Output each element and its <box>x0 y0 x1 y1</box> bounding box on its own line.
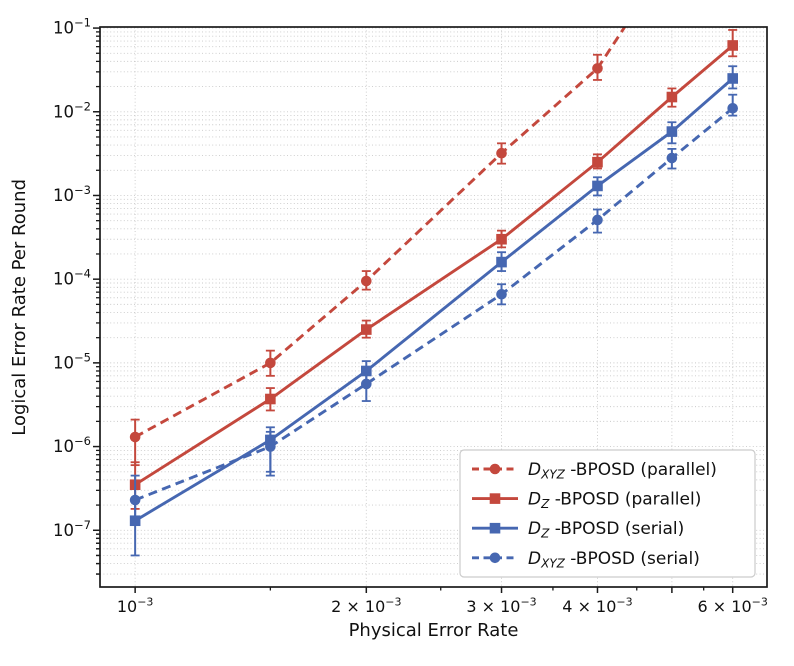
legend-label: DZ -BPOSD (parallel) <box>528 490 701 512</box>
data-point-square <box>666 91 678 103</box>
data-point-square <box>265 393 276 405</box>
series-blue-dashed <box>129 93 738 519</box>
data-point-circle <box>727 103 738 114</box>
plot-frame <box>99 26 768 588</box>
legend: DXYZ -BPOSD (parallel) DZ -BPOSD (paralle… <box>459 449 756 578</box>
data-point-square <box>361 365 372 377</box>
series-red-dashed <box>129 27 626 467</box>
data-point-square <box>496 256 507 268</box>
y-tick-label: 10−3 <box>53 183 91 205</box>
legend-marker <box>489 493 501 504</box>
legend-entry: DXYZ -BPOSD (serial) <box>472 549 700 571</box>
legend-marker <box>489 522 501 534</box>
legend-entry: DZ -BPOSD (serial) <box>472 519 684 541</box>
legend-entry: DZ -BPOSD (parallel) <box>472 490 701 512</box>
data-point-circle <box>265 441 276 452</box>
legend-label: DXYZ -BPOSD (serial) <box>528 549 700 571</box>
data-point-square <box>496 233 507 245</box>
tick-labels: 10−1 10−2 10−3 10−4 10−5 10−6 10−7 10−3 2 × 10−3… <box>53 16 768 616</box>
data-point-square <box>361 324 372 335</box>
y-tick-label: 10−7 <box>53 518 91 540</box>
legend-label: DXYZ -BPOSD (parallel) <box>528 460 717 482</box>
data-point-circle <box>496 147 507 159</box>
y-tick-label: 10−4 <box>53 267 91 289</box>
x-tick-label: 3 × 10−3 <box>466 596 536 617</box>
data-point-circle <box>129 431 141 443</box>
x-axis-title: Physical Error Rate <box>348 620 519 641</box>
x-tick-label: 6 × 10−3 <box>698 596 768 617</box>
y-tick-label: 10−2 <box>53 99 91 121</box>
data-point-circle <box>592 63 603 74</box>
legend-entry: DXYZ -BPOSD (parallel) <box>472 460 717 482</box>
x-tick-label: 10−3 <box>117 596 154 617</box>
data-point-circle <box>129 494 141 506</box>
data-point-square <box>129 515 141 527</box>
x-tick-label: 4 × 10−3 <box>562 596 632 617</box>
data-point-circle <box>496 288 507 300</box>
series-line <box>134 27 626 439</box>
data-point-circle <box>265 357 276 369</box>
legend-box <box>459 449 756 578</box>
y-tick-label: 10−5 <box>53 350 91 372</box>
data-point-circle <box>592 214 603 226</box>
x-tick-label: 2 × 10−3 <box>331 596 401 617</box>
series-red-solid <box>129 29 738 510</box>
y-tick-label: 10−1 <box>53 16 91 38</box>
data-point-square <box>727 40 738 51</box>
data-point-square <box>592 156 603 168</box>
legend-marker <box>489 552 501 564</box>
data-point-circle <box>666 152 678 164</box>
y-axis-title-wrap: Logical Error Rate Per Round <box>6 27 32 587</box>
legend-label: DZ -BPOSD (serial) <box>528 519 684 541</box>
y-axis-title: Logical Error Rate Per Round <box>8 178 30 436</box>
legend-marker <box>489 463 501 475</box>
data-point-square <box>666 126 678 137</box>
data-point-circle <box>361 275 372 287</box>
y-tick-label: 10−6 <box>53 434 91 456</box>
data-point-circle <box>361 378 372 390</box>
data-point-square <box>727 73 738 84</box>
data-point-square <box>592 180 603 192</box>
